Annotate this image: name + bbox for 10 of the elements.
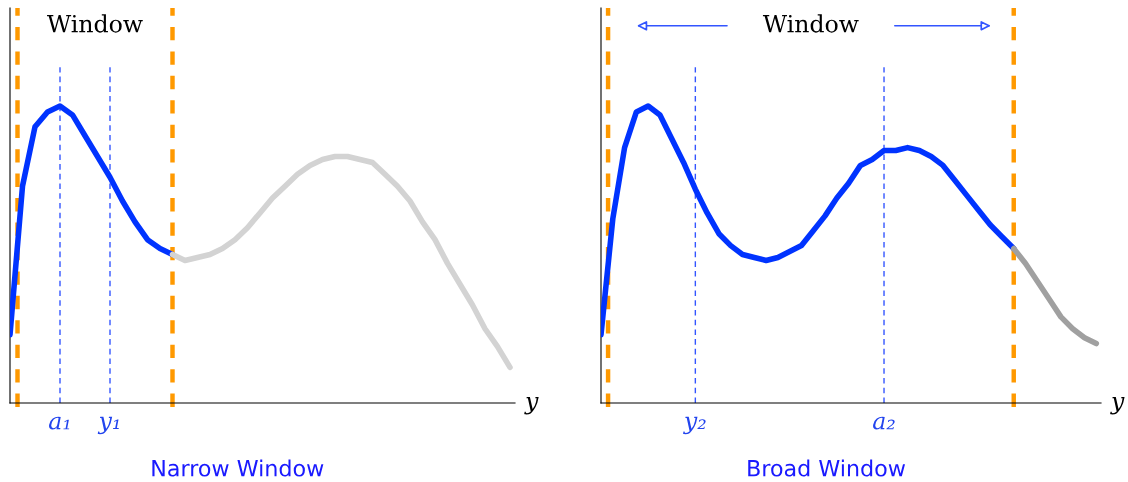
text: Broad Window bbox=[748, 459, 905, 477]
x-tick-label: y₁ bbox=[97, 416, 119, 435]
x-axis-title: y bbox=[1110, 396, 1125, 415]
x-tick-label: a₂ bbox=[873, 416, 895, 430]
x-tick-label: y₂ bbox=[683, 416, 706, 435]
text: Window bbox=[47, 14, 143, 33]
x-axis-title: y bbox=[524, 396, 539, 415]
text: Narrow Window bbox=[152, 459, 324, 477]
text: Window bbox=[762, 14, 859, 33]
x-tick-label: a₁ bbox=[49, 416, 70, 430]
